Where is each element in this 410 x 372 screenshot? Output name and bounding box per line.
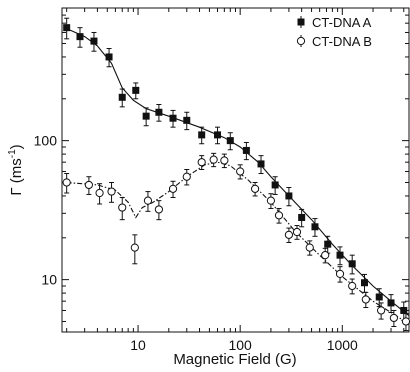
x-tick-label: 10	[130, 337, 146, 353]
data-point-series-1	[387, 299, 395, 307]
data-point-series-2	[143, 196, 153, 205]
x-axis-title: Magnetic Field (G)	[173, 351, 296, 368]
data-point-series-2	[389, 313, 398, 323]
legend: CT-DNA A CT-DNA B	[296, 15, 372, 49]
data-point-series-2	[361, 295, 370, 304]
data-point-series-2	[401, 317, 410, 326]
data-point-series-1	[311, 223, 319, 231]
data-point-series-2	[335, 269, 345, 278]
data-point-series-2	[168, 184, 178, 193]
data-point-series-2	[305, 243, 314, 252]
legend-marker-series-1	[297, 18, 305, 26]
data-point-series-1	[336, 251, 344, 259]
y-tick-label: 10	[41, 272, 57, 288]
data-point-series-2	[107, 187, 116, 196]
data-point-series-1	[132, 86, 140, 94]
data-point-series-2	[62, 178, 71, 187]
x-tick-label: 1000	[327, 337, 358, 353]
data-point-series-1	[285, 192, 293, 200]
data-point-series-2	[84, 180, 93, 190]
data-point-series-1	[118, 93, 126, 101]
data-point-series-1	[324, 240, 332, 248]
legend-label-series-1: CT-DNA A	[312, 15, 372, 30]
data-point-series-2	[130, 243, 139, 252]
data-point-series-2	[321, 251, 330, 260]
data-point-series-1	[257, 160, 265, 168]
legend-marker-series-2	[296, 36, 306, 46]
axis-ticks: 10 100 1000 10 100	[34, 7, 409, 353]
data-point-series-2	[292, 227, 302, 237]
data-point-series-1	[375, 293, 383, 301]
data-point-series-2	[236, 167, 245, 176]
y-axis-title: Γ (ms-1)	[7, 144, 25, 195]
data-point-series-1	[105, 53, 113, 61]
data-point-series-1	[63, 24, 71, 32]
data-point-series-1	[361, 279, 369, 287]
data-point-series-2	[377, 306, 386, 315]
data-point-series-2	[348, 281, 357, 291]
data-point-series-1	[298, 213, 306, 221]
x-tick-label: 100	[228, 337, 252, 353]
data-point-series-1	[169, 114, 177, 122]
data-point-series-2	[182, 172, 191, 181]
data-point-series-2	[118, 203, 127, 212]
data-point-series-2	[154, 205, 163, 214]
legend-label-series-2: CT-DNA B	[312, 34, 372, 49]
data-point-series-1	[76, 33, 84, 41]
data-point-series-2	[220, 156, 229, 165]
data-point-series-1	[214, 131, 222, 139]
data-point-series-1	[348, 260, 356, 268]
data-point-series-1	[183, 116, 191, 124]
data-point-series-1	[271, 181, 279, 189]
data-point-series-2	[284, 230, 293, 239]
data-point-series-2	[274, 211, 284, 220]
data-point-series-1	[226, 137, 234, 145]
data-point-series-1	[198, 131, 206, 139]
data-point-series-2	[266, 196, 276, 205]
data-point-series-1	[142, 112, 150, 120]
data-point-series-2	[95, 188, 104, 198]
data-point-series-2	[209, 155, 218, 164]
data-point-series-1	[400, 306, 408, 314]
data-markers	[62, 17, 410, 332]
data-point-series-2	[197, 158, 206, 167]
data-point-series-1	[155, 108, 163, 116]
data-point-series-1	[242, 146, 250, 154]
y-tick-label: 100	[34, 133, 58, 149]
data-point-series-1	[90, 37, 98, 45]
data-point-series-2	[250, 184, 260, 193]
